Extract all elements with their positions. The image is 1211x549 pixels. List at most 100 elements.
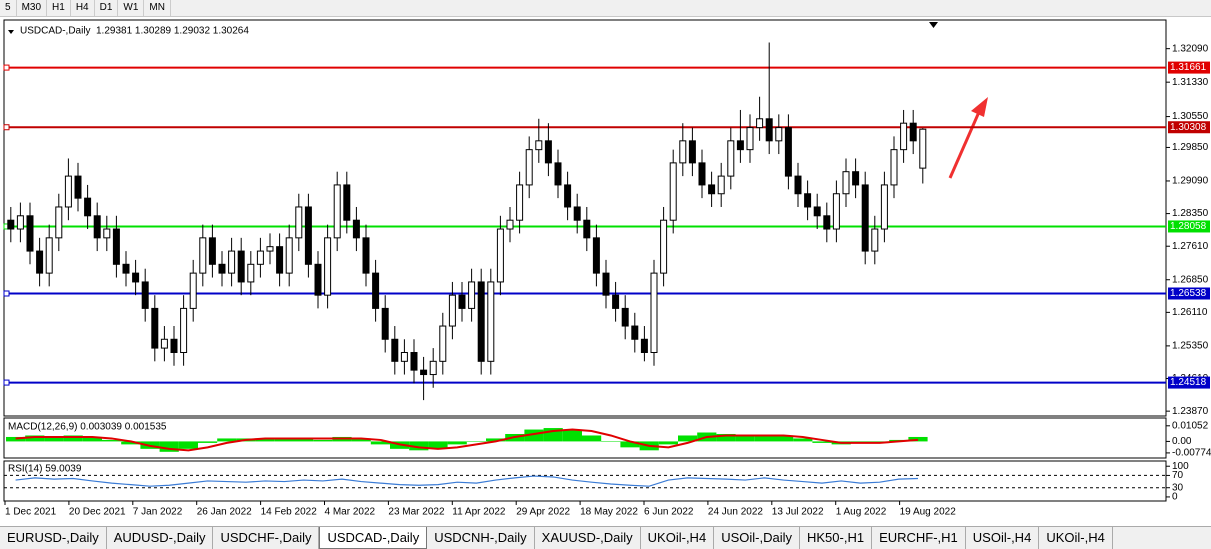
level-label-bg [1168, 61, 1210, 74]
timeframe-button[interactable]: D1 [95, 0, 119, 16]
candle-body [400, 351, 408, 362]
candle-body [679, 140, 687, 164]
macd-bar [658, 441, 678, 445]
timeframe-button[interactable]: H4 [71, 0, 95, 16]
candle-body [496, 228, 504, 283]
chart-tab[interactable]: USDCNH-,Daily [427, 527, 535, 549]
candle-body [112, 228, 120, 265]
x-tick-label: 1 Dec 2021 [5, 507, 57, 518]
y-tick-label: 100 [1172, 461, 1189, 472]
chart-tab[interactable]: XAUUSD-,Daily [535, 527, 641, 549]
candle-body [852, 171, 860, 186]
candle-body [266, 246, 274, 252]
candle-body [813, 206, 821, 217]
timeframe-button[interactable]: H1 [47, 0, 71, 16]
macd-bar [447, 441, 467, 445]
timeframe-button[interactable]: 5 [0, 0, 17, 16]
candle-body [448, 294, 456, 327]
chart-tab[interactable]: EURUSD-,Daily [0, 527, 107, 549]
candle-body [756, 118, 764, 129]
level-anchor [3, 379, 10, 386]
y-tick-label: 1.26110 [1172, 307, 1208, 318]
macd-bar [198, 441, 218, 443]
level-anchor [3, 64, 10, 71]
macd-bar [255, 438, 275, 442]
timeframe-button[interactable]: M30 [17, 0, 48, 16]
chart-tab[interactable]: USOil-,Daily [714, 527, 800, 549]
timeframe-button[interactable]: W1 [118, 0, 145, 16]
macd-bar [159, 441, 179, 452]
chart-tab[interactable]: AUDUSD-,Daily [107, 527, 214, 549]
level-label: 1.28058 [1170, 221, 1207, 232]
y-tick-label: 1.29850 [1172, 142, 1209, 153]
timeframe-toolbar: 5 M30 H1 H4 D1 W1 MN [0, 0, 1211, 17]
candle-body [247, 263, 255, 283]
y-tick-label: 1.32090 [1172, 43, 1209, 54]
candle-body [573, 206, 581, 221]
macd-bar [370, 441, 390, 445]
macd-bar [601, 441, 621, 442]
y-tick-label: 1.30550 [1172, 111, 1209, 122]
chart-tab[interactable]: EURCHF-,H1 [872, 527, 966, 549]
candle-body [420, 369, 428, 376]
candle-body [93, 215, 101, 239]
chart-tab[interactable]: UKOil-,H4 [641, 527, 715, 549]
candle-body [880, 184, 888, 230]
candle-body [180, 307, 188, 353]
macd-bar [274, 438, 294, 442]
macd-bar [6, 436, 26, 442]
macd-bar [774, 435, 794, 442]
candle-body [890, 149, 898, 186]
macd-bar [428, 441, 448, 449]
x-tick-label: 29 Apr 2022 [516, 507, 570, 518]
candle-body [189, 272, 197, 309]
level-label: 1.30308 [1170, 122, 1207, 133]
chart-tab[interactable]: HK50-,H1 [800, 527, 873, 549]
candle-body [122, 263, 130, 274]
candle-body [477, 281, 485, 362]
chart-tab[interactable]: USOil-,H4 [966, 527, 1040, 549]
macd-bar [121, 441, 141, 445]
macd-bar [63, 435, 83, 442]
macd-frame [3, 417, 1167, 459]
y-tick-label: -0.007744 [1172, 448, 1211, 459]
candle-body [804, 193, 812, 208]
candle-body [26, 215, 34, 252]
macd-bar [351, 438, 371, 442]
timeframe-button[interactable]: MN [144, 0, 171, 16]
candle-body [391, 338, 399, 362]
candle-body [429, 360, 437, 376]
chart-window: USDCAD-,Daily 1.29381 1.30289 1.29032 1.… [3, 19, 1211, 518]
arrow-shaft [948, 111, 981, 179]
candle-body [708, 184, 716, 195]
candle-body [823, 215, 831, 230]
candle-body [160, 338, 168, 349]
candle-body [640, 338, 648, 353]
x-tick-label: 23 Mar 2022 [388, 507, 445, 518]
macd-bar [735, 435, 755, 442]
candle-body [583, 219, 591, 239]
macd-bar [44, 436, 64, 442]
candle-body [381, 307, 389, 340]
macd-bar [466, 441, 486, 442]
candle-body [746, 127, 754, 151]
candle-body [372, 272, 380, 309]
macd-bar [82, 436, 102, 442]
candle-body [352, 219, 360, 239]
level-anchor [3, 290, 10, 297]
candle-body [775, 127, 783, 142]
chart-tab[interactable]: UKOil-,H4 [1039, 527, 1113, 549]
candle-body [487, 281, 495, 362]
candle-body [170, 338, 178, 353]
candle-body [842, 171, 850, 195]
candle-body [276, 246, 284, 274]
candle-body [660, 219, 668, 274]
menu-triangle [8, 30, 14, 34]
candle-body [727, 140, 735, 177]
y-tick-label: 1.28350 [1172, 208, 1209, 219]
macd-bar [217, 438, 237, 442]
candle-body [535, 140, 543, 151]
chart-tab[interactable]: USDCAD-,Daily [319, 527, 428, 549]
chart-tab[interactable]: USDCHF-,Daily [213, 527, 320, 549]
